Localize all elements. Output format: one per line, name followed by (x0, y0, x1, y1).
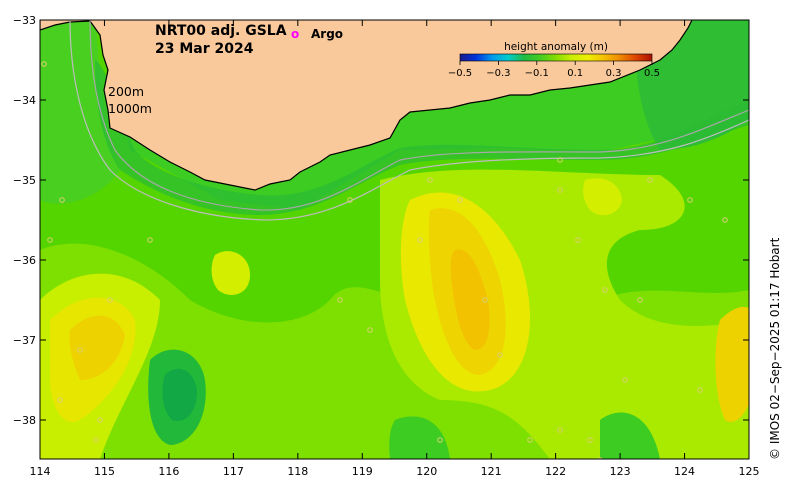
argo-legend-label: Argo (311, 27, 343, 41)
x-tick-label: 118 (287, 465, 308, 478)
anomaly-zone-low-south (389, 416, 450, 459)
data-point-marker (647, 177, 653, 183)
colorbar: height anomaly (m) −0.5 −0.3 −0.1 0.1 0.3 0.5 (448, 41, 660, 79)
anomaly-zone-small-high-2 (583, 178, 622, 216)
anomaly-zone-low-south-2 (600, 412, 660, 459)
data-point-marker (347, 197, 353, 203)
data-point-marker (41, 61, 47, 67)
data-point-marker (57, 397, 63, 403)
data-point-marker (622, 377, 628, 383)
data-point-marker (687, 197, 693, 203)
x-tick-label: 122 (545, 465, 566, 478)
x-tick-label: 117 (223, 465, 244, 478)
anomaly-zone-west-peak (69, 315, 125, 380)
y-tick-label: −37 (13, 334, 36, 347)
colorbar-tick-label: 0.3 (606, 68, 622, 79)
data-point-marker (557, 187, 563, 193)
x-tick-label: 121 (481, 465, 502, 478)
anomaly-zone-east-high (715, 306, 749, 422)
credit-text: © IMOS 02−Sep−2025 01:17 Hobart (768, 237, 782, 460)
y-tick-label: −36 (13, 254, 36, 267)
map-title-date: 23 Mar 2024 (155, 41, 254, 57)
colorbar-title: height anomaly (m) (504, 41, 608, 53)
y-tick-label: −35 (13, 174, 36, 187)
anomaly-field (40, 20, 749, 459)
data-point-marker (93, 437, 99, 443)
map-title-product: NRT00 adj. GSLA (155, 23, 287, 39)
data-point-marker (437, 437, 443, 443)
colorbar-tick-label: −0.5 (448, 68, 472, 79)
colorbar-tick-label: −0.1 (525, 68, 549, 79)
data-point-marker (557, 157, 563, 163)
x-axis: 114 115 116 117 118 119 120 121 122 123 124 125 (30, 20, 760, 478)
x-tick-label: 114 (30, 465, 51, 478)
x-tick-label: 116 (158, 465, 179, 478)
data-point-marker (637, 297, 643, 303)
data-point-marker (107, 297, 113, 303)
data-point-marker (722, 217, 728, 223)
x-tick-label: 120 (416, 465, 437, 478)
x-tick-label: 124 (674, 465, 695, 478)
data-point-marker (557, 427, 563, 433)
data-point-marker (97, 417, 103, 423)
isobath-label-1000m: 1000m (108, 101, 152, 116)
anomaly-zone-eddy-peak (450, 249, 490, 350)
data-point-marker (427, 177, 433, 183)
colorbar-bar (459, 53, 653, 62)
y-tick-label: −33 (13, 14, 36, 27)
argo-legend-symbol: o (291, 27, 299, 41)
colorbar-tick-label: 0.1 (567, 68, 583, 79)
data-point-marker (77, 347, 83, 353)
x-tick-label: 119 (352, 465, 373, 478)
anomaly-zone-shelf-west (40, 20, 120, 204)
coastline (40, 20, 693, 191)
y-tick-label: −34 (13, 94, 36, 107)
isobath-label-200m: 200m (108, 84, 144, 99)
land-south-western-australia (40, 20, 692, 190)
data-point-marker (602, 287, 608, 293)
data-point-marker (367, 327, 373, 333)
colorbar-tick-label: −0.3 (486, 68, 510, 79)
data-point-marker (575, 237, 581, 243)
plot-frame (39, 19, 750, 460)
data-point-marker (337, 297, 343, 303)
argo-float-markers (41, 61, 728, 459)
data-point-marker (47, 237, 53, 243)
anomaly-zone-small-high (211, 251, 250, 295)
colorbar-tick-label: 0.5 (644, 68, 660, 79)
anomaly-zone-low-west-core (162, 368, 197, 422)
data-point-marker (147, 237, 153, 243)
data-point-marker (597, 457, 603, 459)
data-point-marker (59, 197, 65, 203)
data-point-marker (527, 437, 533, 443)
x-tick-label: 115 (94, 465, 115, 478)
data-point-marker (417, 237, 423, 243)
x-tick-label: 125 (739, 465, 760, 478)
y-tick-label: −38 (13, 414, 36, 427)
data-point-marker (457, 197, 463, 203)
isobath-200m-line (89, 20, 749, 211)
data-point-marker (497, 352, 503, 358)
x-tick-label: 123 (610, 465, 631, 478)
plot-area (40, 20, 749, 459)
y-axis: −33 −34 −35 −36 −37 −38 (13, 14, 749, 427)
data-point-marker (587, 437, 593, 443)
data-point-marker (697, 387, 703, 393)
data-point-marker (482, 297, 488, 303)
colorbar-ticks: −0.5 −0.3 −0.1 0.1 0.3 0.5 (448, 61, 660, 79)
isobath-1000m-line (69, 20, 749, 221)
